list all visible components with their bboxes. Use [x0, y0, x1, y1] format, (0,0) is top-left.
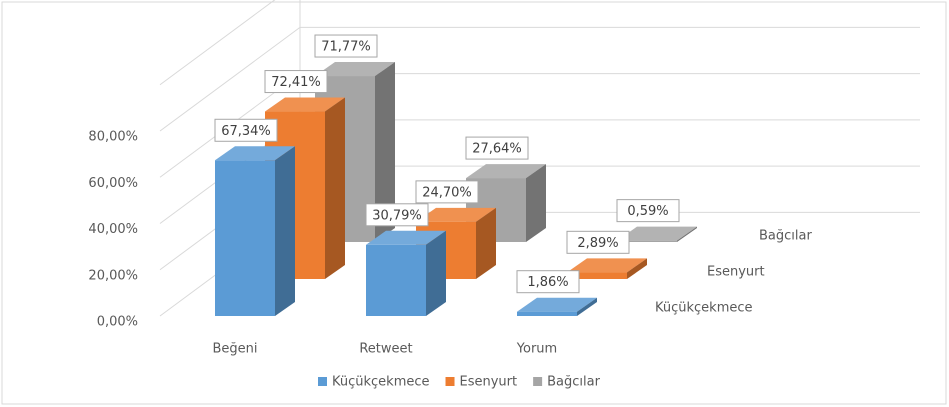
value-label: 67,34%	[221, 124, 271, 139]
bar-side	[677, 226, 697, 242]
bar-top	[366, 230, 446, 245]
value-label-box	[214, 118, 278, 142]
wall-edge	[159, 0, 276, 86]
bar-top	[567, 258, 647, 273]
bar-top	[215, 146, 295, 161]
legend-label: Küçükçekmece	[332, 375, 430, 390]
y-tick-label: 20,00%	[88, 268, 138, 283]
value-label: 24,70%	[422, 185, 472, 200]
bar-side	[627, 258, 647, 279]
bar	[617, 226, 697, 242]
value-label: 1,86%	[527, 275, 568, 290]
value-label: 2,89%	[577, 236, 618, 251]
bar	[567, 258, 647, 279]
bar-top	[517, 297, 597, 312]
bar-top	[416, 207, 496, 222]
bar-top	[265, 97, 345, 112]
y-tick-label: 40,00%	[88, 222, 138, 237]
bar-top	[466, 164, 546, 179]
legend-swatch	[318, 377, 327, 386]
bar-front	[366, 244, 426, 316]
value-label-box	[566, 230, 630, 254]
x-tick-label: Beğeni	[212, 342, 257, 357]
bar-side	[426, 230, 446, 316]
bar-top	[617, 226, 697, 241]
legend-swatch	[445, 377, 455, 386]
y-tick-label: 0,00%	[97, 315, 138, 330]
value-label-box	[264, 70, 328, 94]
value-label-box	[415, 180, 479, 204]
value-label: 72,41%	[271, 75, 321, 90]
value-label-box	[314, 34, 378, 58]
bar	[517, 297, 597, 316]
value-label-box	[365, 203, 429, 227]
bar	[215, 146, 295, 316]
bar-side	[476, 207, 496, 279]
value-label: 27,64%	[472, 142, 522, 157]
bar-side	[526, 164, 546, 242]
bar-front	[617, 240, 677, 242]
y-tick-label: 80,00%	[88, 130, 138, 145]
depth-label: Bağcılar	[759, 229, 812, 244]
bar-side	[275, 146, 295, 316]
y-tick-label: 60,00%	[88, 176, 138, 191]
x-tick-label: Retweet	[359, 342, 412, 357]
depth-label: Küçükçekmece	[655, 301, 753, 316]
bar	[366, 230, 446, 316]
value-label-box	[465, 136, 529, 160]
value-label: 30,79%	[372, 208, 422, 223]
depth-label: Esenyurt	[707, 265, 765, 280]
bar-side	[577, 297, 597, 316]
x-tick-label: Yorum	[516, 342, 557, 357]
value-label: 0,59%	[627, 204, 668, 219]
bar-side	[325, 97, 345, 279]
legend-swatch	[533, 377, 543, 386]
bar-side	[375, 62, 395, 242]
bar-front	[215, 160, 275, 316]
bar-front	[517, 311, 577, 316]
value-label-box	[516, 270, 580, 294]
bar-front	[567, 272, 627, 279]
bar-top	[315, 62, 395, 77]
legend-label: Bağcılar	[547, 375, 600, 390]
value-label: 71,77%	[321, 40, 371, 55]
legend-label: Esenyurt	[460, 375, 518, 390]
value-label-box	[616, 199, 680, 223]
